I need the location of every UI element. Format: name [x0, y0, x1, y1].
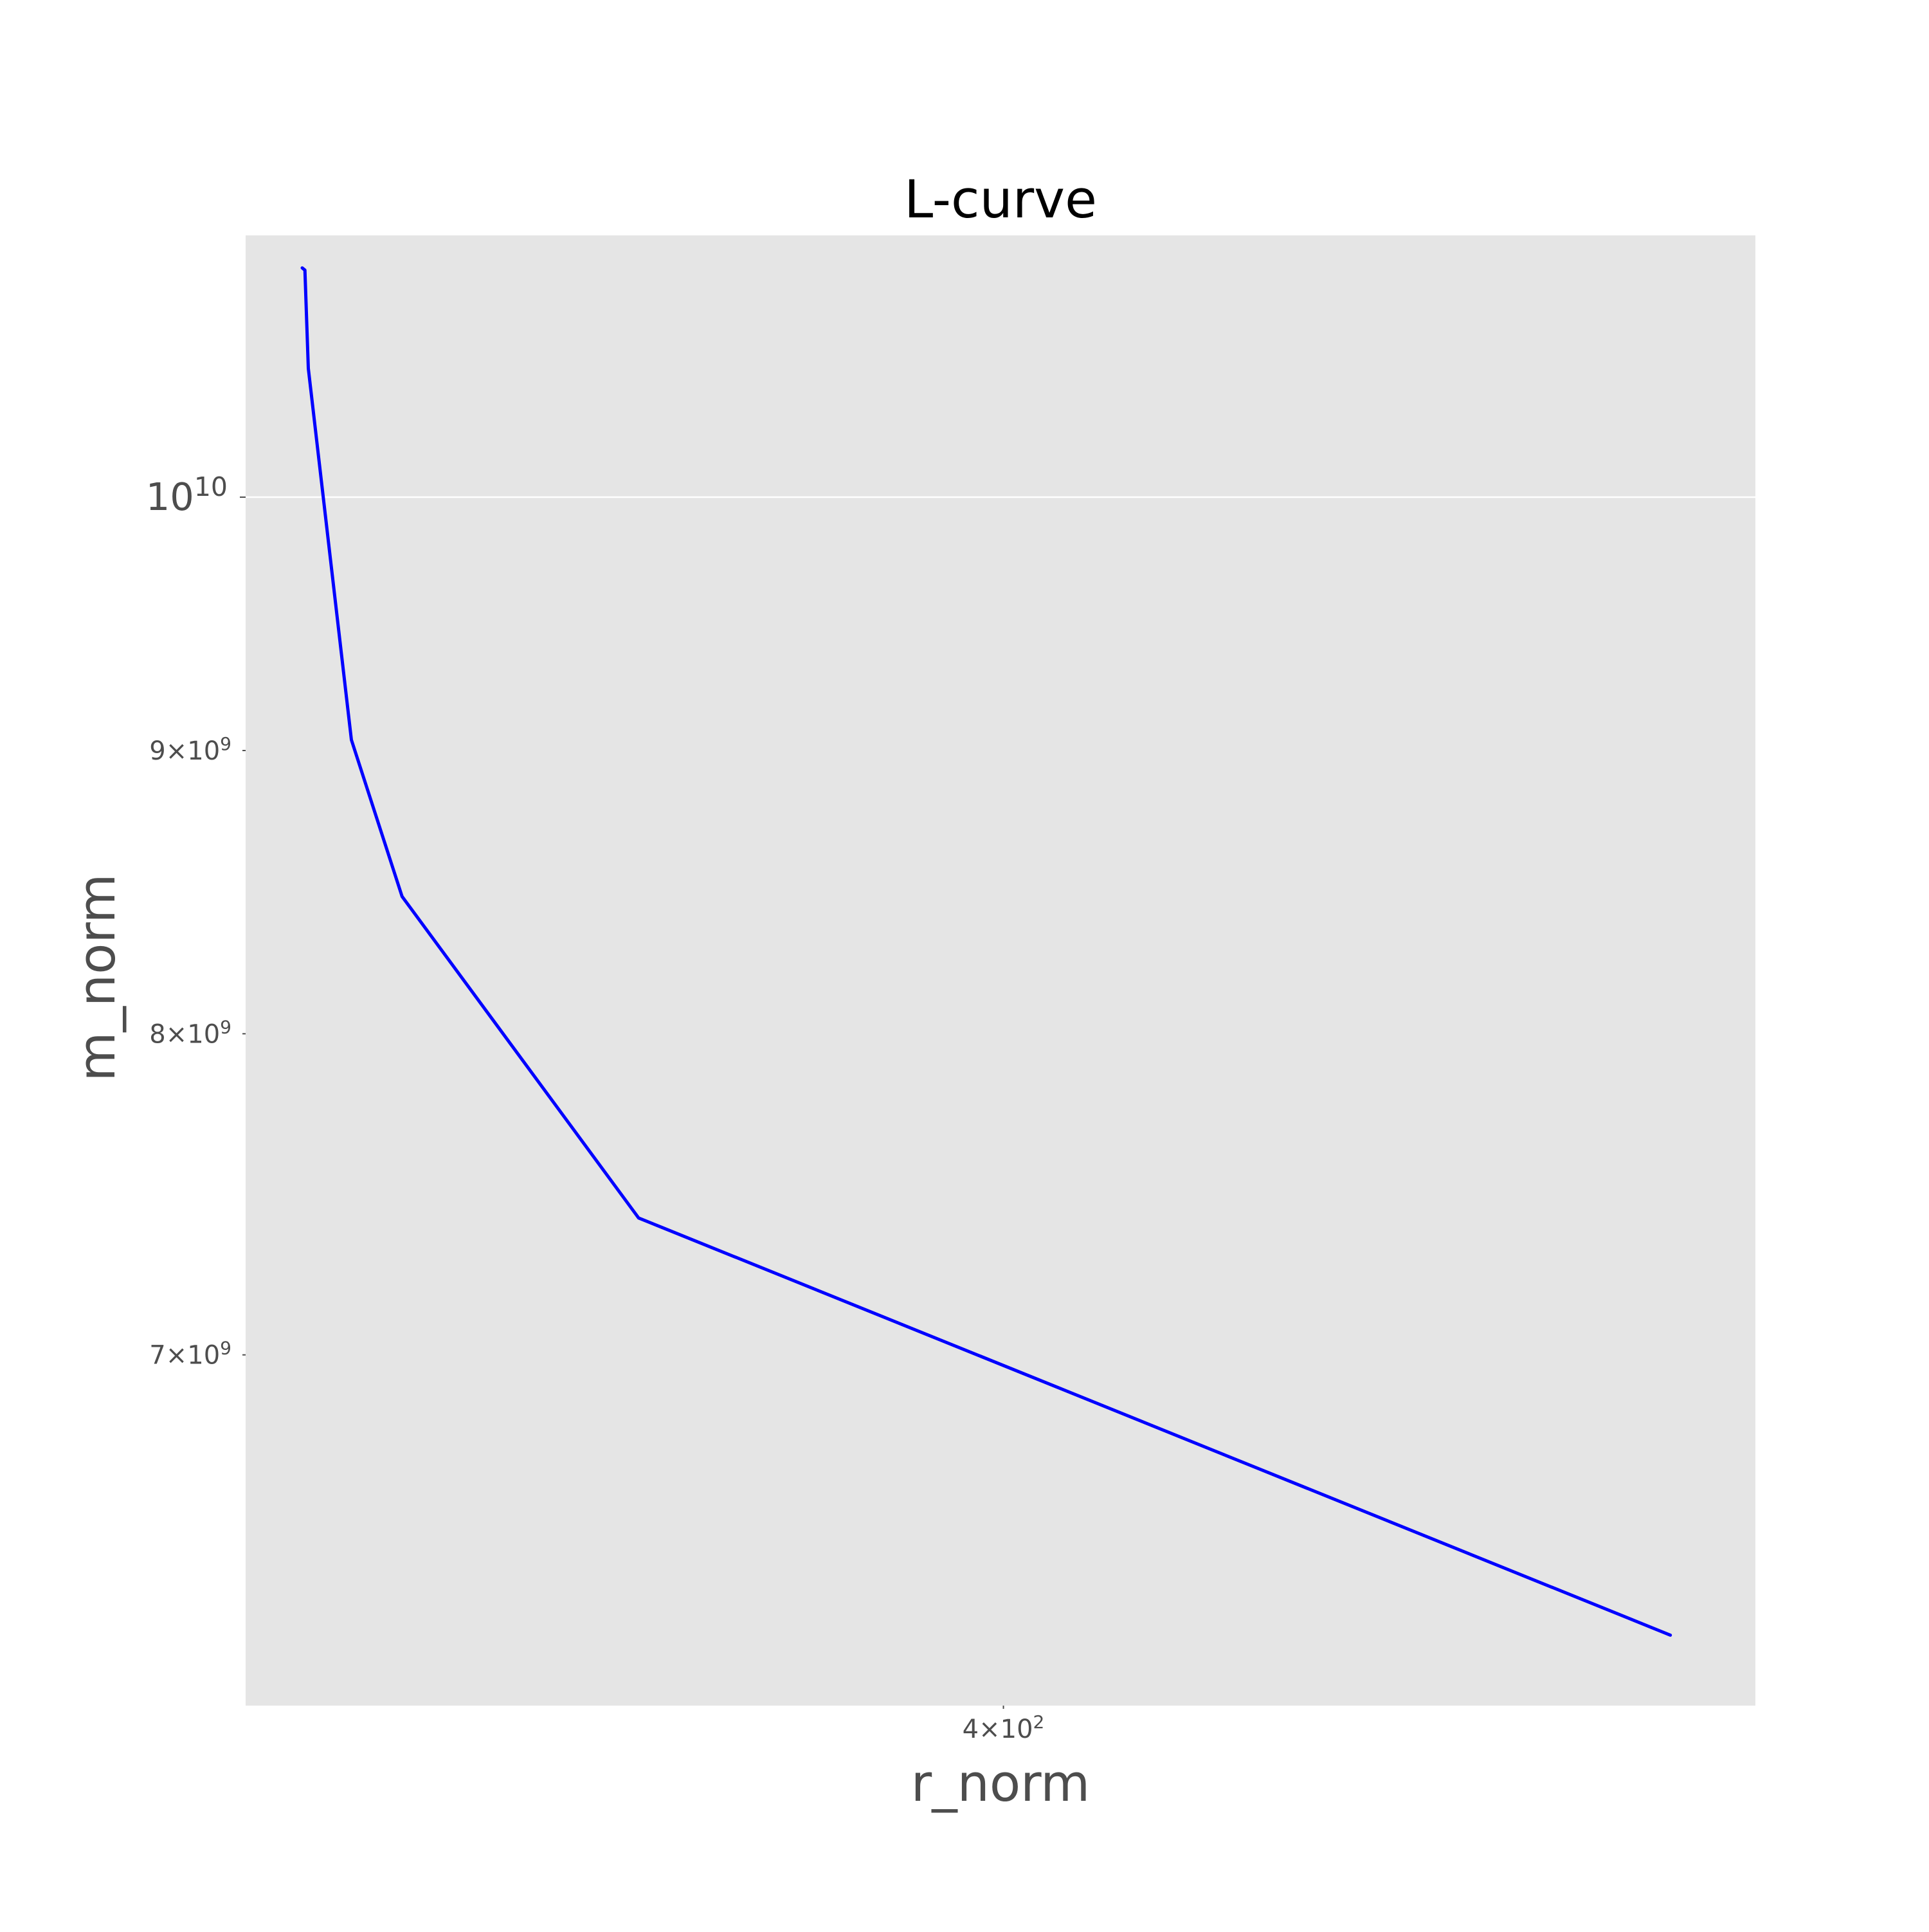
y-axis-label: m_norm [68, 874, 127, 1082]
y-tick-label: 1010 [146, 471, 228, 519]
y-tick-label-exponent: 9 [220, 1016, 231, 1037]
y-tick-label-exponent: 9 [220, 1338, 231, 1359]
y-tick-label: 8×109 [149, 1016, 231, 1049]
x-tick-label: 4×102 [963, 1711, 1045, 1744]
plot-area [246, 235, 1755, 1706]
y-tick-label-base: 9×10 [149, 736, 220, 766]
x-axis-label: r_norm [911, 1754, 1090, 1813]
y-tick-label-base: 10 [146, 475, 194, 519]
y-tick-label-exponent: 9 [220, 733, 231, 754]
y-tick-label-base: 8×10 [149, 1019, 220, 1049]
x-tick-label-base: 4×10 [963, 1715, 1033, 1744]
series-layer [300, 266, 1672, 1637]
y-tick-label-exponent: 10 [194, 471, 228, 502]
y-tick-label: 7×109 [149, 1338, 231, 1371]
x-tick-label-exponent: 2 [1033, 1711, 1045, 1733]
y-tick-label-base: 7×10 [149, 1341, 220, 1371]
chart-title: L-curve [904, 170, 1097, 230]
x-tick-layer: 4×102 [963, 1706, 1045, 1744]
l-curve-line [300, 266, 1672, 1637]
y-tick-label: 9×109 [149, 733, 231, 766]
